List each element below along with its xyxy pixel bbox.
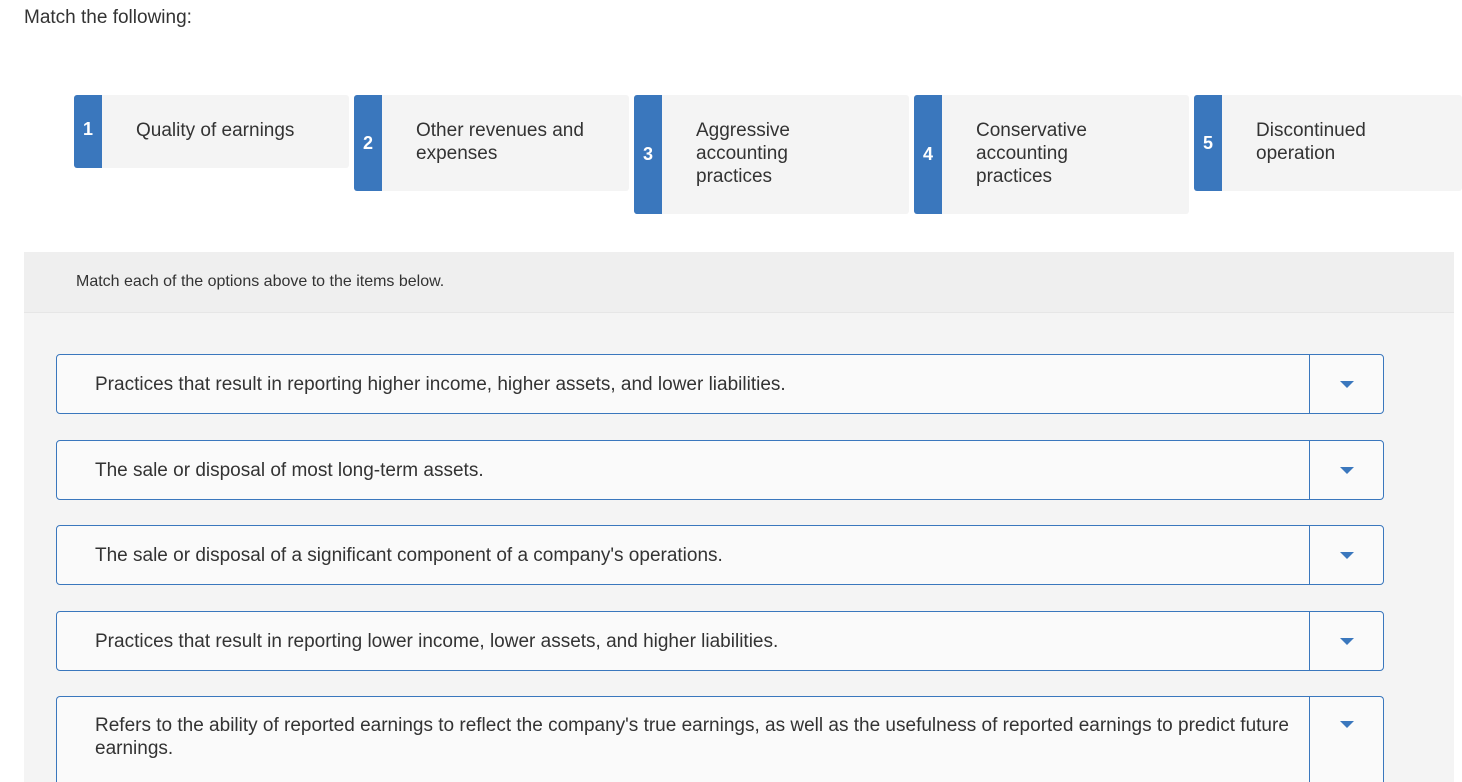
caret-down-icon	[1339, 380, 1354, 388]
match-item-4: Practices that result in reporting lower…	[56, 611, 1384, 671]
caret-down-icon	[1339, 637, 1354, 645]
caret-down-icon	[1339, 721, 1354, 728]
match-item-text: Practices that result in reporting highe…	[95, 373, 786, 395]
option-card-1[interactable]: 1 Quality of earnings	[74, 95, 349, 168]
option-number-badge: 3	[634, 95, 662, 214]
match-item-text: Practices that result in reporting lower…	[95, 630, 779, 652]
match-item-3: The sale or disposal of a significant co…	[56, 525, 1384, 585]
option-card-5[interactable]: 5 Discontinued operation	[1194, 95, 1462, 191]
caret-down-icon	[1339, 551, 1354, 559]
option-label: Other revenues and expenses	[416, 120, 584, 164]
option-card-2[interactable]: 2 Other revenues and expenses	[354, 95, 629, 191]
option-card-3[interactable]: 3 Aggressive accounting practices	[634, 95, 909, 214]
option-label: Quality of earnings	[136, 120, 295, 141]
option-label: Conservative accounting practices	[976, 120, 1087, 187]
match-panel: Match each of the options above to the i…	[24, 252, 1454, 782]
option-number-badge: 5	[1194, 95, 1222, 191]
question-title: Match the following:	[24, 7, 192, 28]
match-dropdown[interactable]	[1309, 355, 1383, 413]
match-dropdown[interactable]	[1309, 441, 1383, 499]
options-row: 1 Quality of earnings 2 Other revenues a…	[74, 95, 1462, 225]
match-item-text: The sale or disposal of most long-term a…	[95, 459, 484, 481]
option-label: Discontinued operation	[1256, 120, 1366, 164]
match-instructions: Match each of the options above to the i…	[76, 273, 445, 290]
match-header: Match each of the options above to the i…	[24, 252, 1454, 313]
option-card-4[interactable]: 4 Conservative accounting practices	[914, 95, 1189, 214]
match-dropdown[interactable]	[1309, 697, 1383, 782]
option-number-badge: 1	[74, 95, 102, 168]
match-dropdown[interactable]	[1309, 526, 1383, 584]
match-item-1: Practices that result in reporting highe…	[56, 354, 1384, 414]
option-number-badge: 2	[354, 95, 382, 191]
option-label: Aggressive accounting practices	[696, 120, 790, 187]
match-item-2: The sale or disposal of most long-term a…	[56, 440, 1384, 500]
match-item-5: Refers to the ability of reported earnin…	[56, 696, 1384, 782]
match-item-text: Refers to the ability of reported earnin…	[95, 715, 1289, 759]
match-item-text: The sale or disposal of a significant co…	[95, 544, 723, 566]
caret-down-icon	[1339, 466, 1354, 474]
match-dropdown[interactable]	[1309, 612, 1383, 670]
option-number-badge: 4	[914, 95, 942, 214]
